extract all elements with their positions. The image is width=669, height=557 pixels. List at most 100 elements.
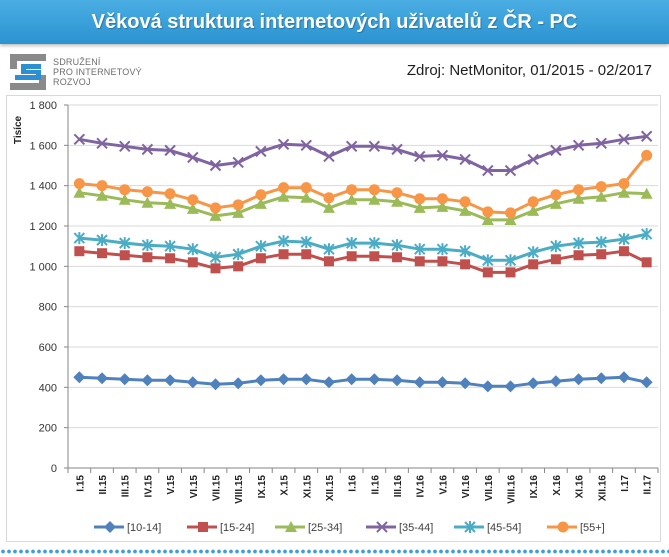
data-point: [505, 207, 516, 219]
y-tick-label: 200: [39, 423, 57, 435]
series-1: [73, 371, 653, 393]
x-tick-label: IX.15: [257, 475, 268, 499]
x-tick-label: XI.15: [302, 475, 313, 499]
data-point: [459, 377, 472, 390]
data-point: [300, 182, 312, 194]
x-tick-label: X.15: [280, 475, 291, 496]
x-tick-label: VIII.15: [234, 475, 245, 504]
data-point: [550, 144, 562, 157]
data-point: [345, 140, 358, 153]
data-point: [459, 196, 471, 208]
legend-label: [35-44]: [399, 522, 433, 534]
y-axis-title: Tisíce: [13, 115, 24, 144]
data-point: [187, 243, 199, 256]
series-5: [73, 228, 653, 267]
y-tick-label: 1 600: [29, 140, 57, 152]
data-point: [436, 376, 449, 389]
data-point: [96, 189, 109, 201]
legend-marker: [198, 522, 208, 532]
data-point: [300, 236, 312, 249]
data-point: [504, 254, 517, 267]
x-tick-label: V.16: [438, 475, 449, 495]
data-point: [595, 181, 607, 193]
data-point: [436, 149, 449, 162]
data-point: [460, 259, 471, 270]
data-point: [277, 190, 290, 202]
data-point: [391, 239, 403, 252]
data-point: [618, 233, 630, 246]
data-point: [187, 257, 198, 268]
data-point: [481, 213, 494, 225]
data-point: [618, 133, 630, 145]
title-banner: Věková struktura internetových uživatelů…: [0, 0, 669, 44]
data-point: [459, 245, 471, 258]
data-point: [277, 235, 290, 248]
data-point: [482, 206, 494, 218]
x-tick-label: II.16: [370, 475, 381, 495]
data-point: [368, 237, 381, 250]
data-point: [346, 184, 358, 196]
x-tick-label: IV.16: [416, 475, 427, 498]
data-point: [414, 193, 426, 205]
data-point: [277, 138, 290, 151]
data-point: [96, 234, 108, 247]
y-tick-label: 1 400: [29, 181, 57, 193]
data-point: [141, 196, 154, 208]
data-point: [322, 376, 335, 389]
spir-logo-icon: [10, 54, 46, 90]
data-point: [368, 140, 381, 153]
dotted-footer-border: [0, 548, 669, 555]
data-point: [141, 239, 154, 252]
legend-label: [45-54]: [487, 522, 521, 534]
data-point: [73, 178, 85, 190]
legend-marker: [464, 521, 476, 533]
data-point: [323, 192, 335, 204]
data-point: [209, 209, 222, 221]
data-point: [232, 248, 244, 261]
y-tick-label: 600: [39, 342, 57, 354]
data-point: [595, 236, 607, 249]
data-point: [141, 186, 153, 198]
data-point: [255, 253, 266, 264]
legend-item: [35-44]: [366, 521, 433, 534]
data-point: [164, 188, 176, 200]
data-point: [233, 261, 244, 272]
data-point: [437, 256, 448, 267]
data-point: [595, 137, 607, 150]
data-point: [345, 373, 358, 386]
data-point: [96, 137, 108, 150]
data-point: [595, 372, 608, 385]
data-point: [528, 259, 539, 270]
data-point: [255, 240, 267, 253]
data-point: [368, 193, 381, 205]
legend-marker: [376, 521, 388, 533]
y-tick-label: 800: [39, 302, 57, 314]
data-point: [187, 151, 199, 164]
series-2: [74, 246, 652, 278]
data-point: [550, 254, 561, 265]
x-tick-label: X.16: [552, 475, 563, 496]
data-point: [278, 182, 290, 194]
data-point: [527, 246, 539, 259]
legend-label: [10-14]: [127, 522, 161, 534]
data-point: [572, 192, 585, 204]
legend-item: [15-24]: [187, 522, 254, 534]
data-point: [232, 199, 244, 211]
data-point: [505, 267, 516, 278]
data-point: [97, 248, 108, 259]
data-point: [572, 373, 585, 386]
data-point: [187, 194, 199, 206]
x-tick-label: XII.15: [325, 475, 336, 502]
data-point: [549, 197, 562, 209]
data-point: [164, 197, 177, 209]
data-point: [164, 240, 176, 253]
data-point: [527, 196, 539, 208]
data-point: [323, 150, 335, 163]
legend-item: [55+]: [547, 521, 605, 534]
data-point: [414, 150, 426, 163]
legend-marker: [557, 521, 569, 533]
data-point: [436, 200, 449, 212]
data-point: [368, 373, 381, 386]
data-point: [641, 149, 653, 161]
data-point: [96, 180, 108, 192]
